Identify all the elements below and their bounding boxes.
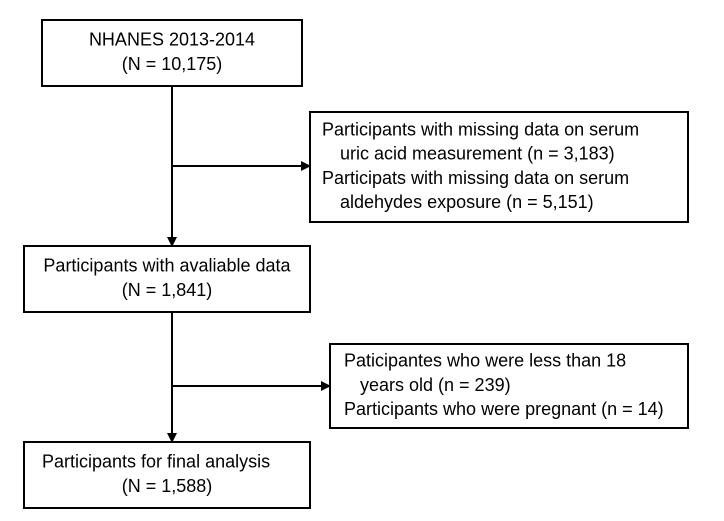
flow-node-n3: Participants with avaliable data (N = 1,8…: [24, 246, 310, 312]
node-text: uric acid measurement (n = 3,183): [340, 144, 615, 164]
flow-node-n2: Participants with missing data on serum u…: [310, 112, 688, 222]
node-text: Participants with avaliable data: [43, 256, 291, 276]
node-text: (N = 1,588): [122, 476, 213, 496]
flow-node-n1: NHANES 2013-2014 (N = 10,175): [42, 20, 302, 86]
node-text: (N = 10,175): [122, 54, 223, 74]
node-text: Paticipantes who were less than 18: [344, 350, 626, 370]
flow-node-n4: Paticipantes who were less than 18 years …: [330, 344, 688, 428]
node-text: years old (n = 239): [360, 375, 511, 395]
node-text: NHANES 2013-2014: [89, 30, 255, 50]
flow-node-n5: Participants for final analysis (N = 1,58…: [24, 442, 310, 508]
node-text: Participants with missing data on serum: [322, 119, 639, 139]
node-text: aldehydes exposure (n = 5,151): [340, 192, 594, 212]
node-text: (N = 1,841): [122, 280, 213, 300]
node-text: Participants for final analysis: [42, 452, 270, 472]
node-text: Participants who were pregnant (n = 14): [344, 399, 664, 419]
node-text: Participats with missing data on serum: [322, 168, 629, 188]
